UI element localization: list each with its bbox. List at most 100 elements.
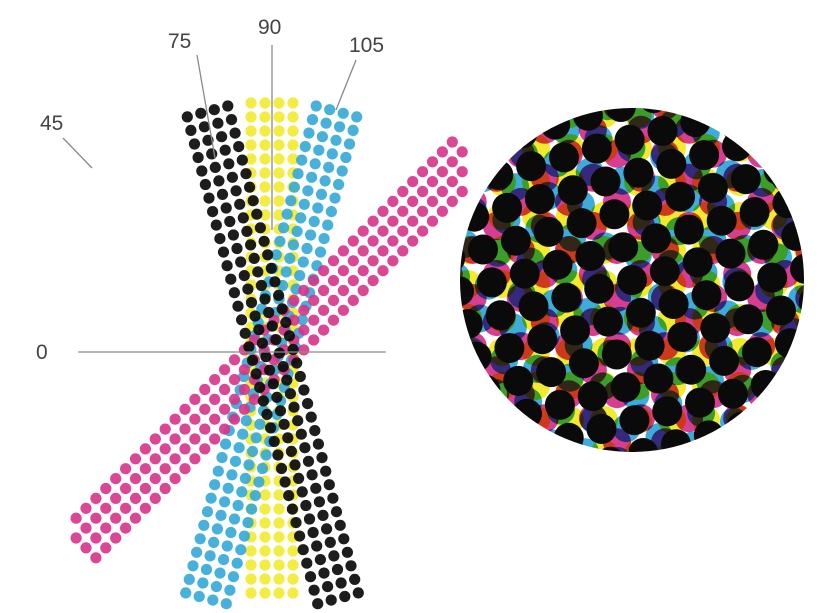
black-dot (222, 100, 234, 112)
black-rosette-dot (658, 289, 689, 319)
black-rosette-dot (641, 223, 671, 254)
cyan-dot (249, 490, 261, 502)
black-dot (279, 476, 291, 488)
black-rosette-dot (667, 321, 698, 352)
black-dot (245, 239, 257, 251)
cyan-dot (225, 526, 237, 539)
black-rosette-dot (656, 148, 687, 179)
cyan-dot (324, 104, 336, 116)
magenta-dot (129, 473, 142, 485)
black-rosette-dot (665, 181, 696, 212)
black-dot (234, 198, 246, 210)
black-rosette-dot (492, 192, 523, 223)
black-rosette-dot (673, 214, 704, 245)
magenta-dot (436, 185, 448, 198)
magenta-dot (327, 255, 340, 267)
cyan-dot (326, 148, 338, 160)
cyan-dot (334, 121, 346, 133)
black-rosette-dot (500, 225, 531, 256)
cyan-dot (236, 486, 248, 498)
magenta-dot (436, 166, 448, 178)
black-rosette-dot (536, 357, 567, 388)
magenta-dot (100, 542, 112, 554)
black-dot (235, 256, 247, 268)
cyan-dot (319, 175, 331, 187)
black-rosette-dot (706, 205, 737, 236)
magenta-dot (129, 492, 142, 504)
yellow-dot (273, 503, 285, 515)
black-rosette-dot (542, 249, 573, 280)
leader-75 (196, 54, 216, 159)
magenta-dot (426, 176, 439, 188)
cyan-screen-strip (180, 100, 363, 610)
black-rosette-dot (512, 398, 542, 429)
rosette-black-layer (460, 108, 804, 452)
black-dot (298, 384, 310, 396)
black-dot (285, 445, 297, 457)
black-dot (192, 151, 204, 164)
black-rosette-dot (586, 414, 617, 444)
cyan-dot (306, 171, 318, 183)
cyan-dot (274, 235, 286, 247)
magenta-dot (446, 176, 458, 188)
magenta-dot (248, 393, 260, 405)
cyan-dot (197, 577, 209, 589)
black-rosette-dot (476, 267, 507, 298)
magenta-dot (337, 284, 349, 297)
yellow-dot (273, 517, 285, 529)
black-dot (242, 283, 254, 295)
yellow-dot (273, 489, 285, 501)
magenta-screen-strip (70, 136, 468, 564)
cyan-dot (180, 587, 192, 599)
cyan-dot (312, 202, 324, 214)
black-dot (255, 279, 267, 292)
yellow-dot (259, 503, 271, 515)
yellow-dot (273, 531, 285, 543)
black-dot (195, 107, 207, 119)
magenta-dot (298, 304, 310, 316)
magenta-dot (377, 225, 389, 237)
cyan-dot (308, 215, 320, 228)
yellow-dot (273, 111, 285, 123)
cyan-dot (194, 533, 206, 545)
black-dot (198, 121, 210, 133)
magenta-dot (387, 195, 399, 207)
black-dot (196, 165, 208, 177)
cyan-dot (302, 185, 314, 197)
cyan-dot (224, 584, 236, 596)
magenta-dot (357, 265, 369, 277)
magenta-dot (149, 492, 161, 504)
black-dot (311, 540, 323, 552)
magenta-dot (426, 195, 439, 207)
black-rosette-dot (595, 446, 626, 452)
black-dot (239, 327, 251, 339)
black-rosette-dot (460, 243, 466, 274)
magenta-dot (100, 522, 112, 534)
black-dot (292, 415, 304, 427)
black-dot (304, 571, 317, 583)
black-rosette-dot (676, 354, 707, 385)
black-dot (261, 408, 273, 420)
black-rosette-dot (739, 197, 770, 227)
black-rosette-dot (682, 247, 713, 278)
magenta-dot (367, 255, 379, 267)
black-dot (185, 124, 197, 136)
cyan-dot (303, 127, 315, 139)
magenta-dot (209, 393, 221, 405)
magenta-dot (357, 245, 369, 257)
cyan-dot (238, 530, 250, 542)
magenta-dot (149, 433, 161, 445)
black-rosette-dot (461, 341, 492, 372)
black-rosette-dot (557, 175, 588, 206)
magenta-dot (70, 512, 82, 524)
black-dot (249, 310, 261, 322)
magenta-dot (397, 205, 409, 217)
magenta-dot (446, 156, 458, 168)
black-rosette-dot (724, 271, 755, 302)
black-dot (299, 442, 311, 454)
cyan-dot (207, 594, 219, 606)
black-rosette-dot (647, 116, 678, 146)
magenta-dot (179, 423, 191, 435)
cyan-dot (295, 212, 307, 224)
